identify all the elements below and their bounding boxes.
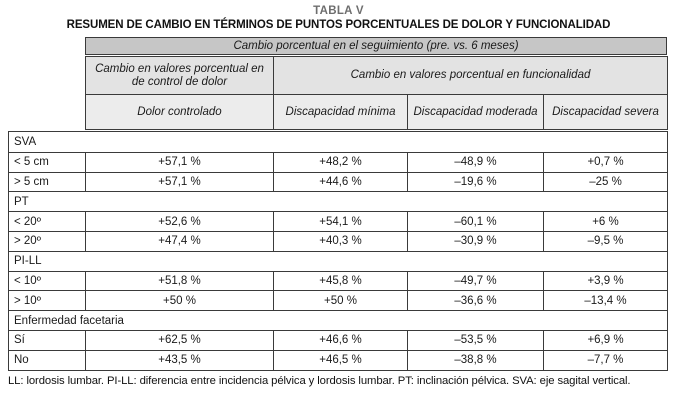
- footnote: LL: lordosis lumbar. PI-LL: diferencia e…: [8, 374, 631, 387]
- table-figure: TABLA V RESUMEN DE CAMBIO EN TÉRMINOS DE…: [8, 5, 668, 387]
- value-cell: +50 %: [274, 291, 408, 311]
- value-cell: +6 %: [592, 215, 619, 228]
- table-row: > 5 cm +57,1 % +44,6 % –19,6 % –25 %: [9, 171, 667, 192]
- section-header-row: Enfermedad facetaria: [9, 310, 667, 330]
- table-body: SVA < 5 cm +57,1 % +48,2 % –48,9 % +0,7 % > 5 …: [8, 131, 668, 371]
- row-label: < 20º: [9, 212, 86, 231]
- section-label: SVA: [14, 135, 37, 148]
- value-cell: –25 %: [589, 175, 622, 188]
- header-columns-row: Dolor controlado Discapacidad mínima Dis…: [86, 94, 667, 129]
- table-row: No +43,5 % +46,5 % –38,8 % –7,7 %: [9, 349, 667, 370]
- value-cell: –30,9 %: [408, 231, 544, 251]
- table-title: RESUMEN DE CAMBIO EN TÉRMINOS DE PUNTOS …: [66, 19, 611, 31]
- header-band: Cambio porcentual en el seguimiento (pre…: [85, 37, 667, 55]
- row-label: > 10º: [9, 291, 86, 311]
- column-header-discapacidad-moderada: Discapacidad moderada: [408, 95, 544, 129]
- value-cell: +46,6 %: [274, 330, 408, 350]
- table-number-title: TABLA V: [313, 5, 364, 17]
- row-label: < 5 cm: [9, 152, 86, 172]
- value-cell: –36,6 %: [408, 291, 544, 311]
- column-header-discapacidad-minima: Discapacidad mínima: [274, 95, 408, 129]
- row-label: > 20º: [9, 231, 86, 251]
- value-cell: +0,7 %: [587, 156, 624, 169]
- section-label: Enfermedad facetaria: [14, 314, 124, 327]
- value-cell: –19,6 %: [408, 172, 544, 192]
- table-row: > 20º +47,4 % +40,3 % –30,9 % –9,5 %: [9, 230, 667, 251]
- column-group-pain: Cambio en valores porcentual en de contr…: [86, 57, 274, 94]
- row-label: < 10º: [9, 271, 86, 291]
- value-cell: +57,1 %: [86, 152, 274, 172]
- value-cell: –13,4 %: [584, 294, 627, 307]
- value-cell: +43,5 %: [86, 350, 274, 370]
- value-cell: +52,6 %: [86, 212, 274, 231]
- value-cell: +48,2 %: [274, 152, 408, 172]
- value-cell: +40,3 %: [274, 231, 408, 251]
- value-cell: –38,8 %: [408, 350, 544, 370]
- section-header-row: PT: [9, 191, 667, 211]
- column-header-discapacidad-severa: Discapacidad severa: [544, 95, 667, 129]
- column-group-function: Cambio en valores porcentual en funciona…: [274, 57, 667, 94]
- table-row: < 20º +52,6 % +54,1 % –60,1 % +6 %: [9, 211, 667, 231]
- section-header-row: SVA: [9, 132, 667, 152]
- row-label: > 5 cm: [9, 172, 86, 192]
- header-block: Cambio en valores porcentual en de contr…: [85, 56, 668, 130]
- value-cell: –7,7 %: [587, 354, 624, 367]
- table-row: Sí +62,5 % +46,6 % –53,5 % +6,9 %: [9, 329, 667, 350]
- section-header-row: PI-LL: [9, 250, 667, 271]
- value-cell: –48,9 %: [408, 152, 544, 172]
- table-row: < 10º +51,8 % +45,8 % –49,7 % +3,9 %: [9, 270, 667, 291]
- value-cell: +54,1 %: [274, 212, 408, 231]
- value-cell: –9,5 %: [587, 235, 624, 248]
- column-header-dolor-controlado: Dolor controlado: [86, 95, 274, 129]
- value-cell: +51,8 %: [86, 271, 274, 291]
- value-cell: +44,6 %: [274, 172, 408, 192]
- section-label: PT: [14, 195, 29, 208]
- value-cell: +46,5 %: [274, 350, 408, 370]
- row-label: No: [9, 350, 86, 370]
- value-cell: +50 %: [86, 291, 274, 311]
- value-cell: +45,8 %: [274, 271, 408, 291]
- value-cell: +57,1 %: [86, 172, 274, 192]
- value-cell: +6,9 %: [587, 334, 624, 347]
- table-row: > 10º +50 % +50 % –36,6 % –13,4 %: [9, 290, 667, 311]
- row-label: Sí: [9, 330, 86, 350]
- section-label: PI-LL: [14, 255, 42, 268]
- value-cell: –53,5 %: [408, 330, 544, 350]
- table-row: < 5 cm +57,1 % +48,2 % –48,9 % +0,7 %: [9, 151, 667, 172]
- header-group-row: Cambio en valores porcentual en de contr…: [86, 57, 667, 94]
- value-cell: +3,9 %: [587, 274, 624, 287]
- value-cell: –49,7 %: [408, 271, 544, 291]
- value-cell: +47,4 %: [86, 231, 274, 251]
- value-cell: –60,1 %: [408, 212, 544, 231]
- value-cell: +62,5 %: [86, 330, 274, 350]
